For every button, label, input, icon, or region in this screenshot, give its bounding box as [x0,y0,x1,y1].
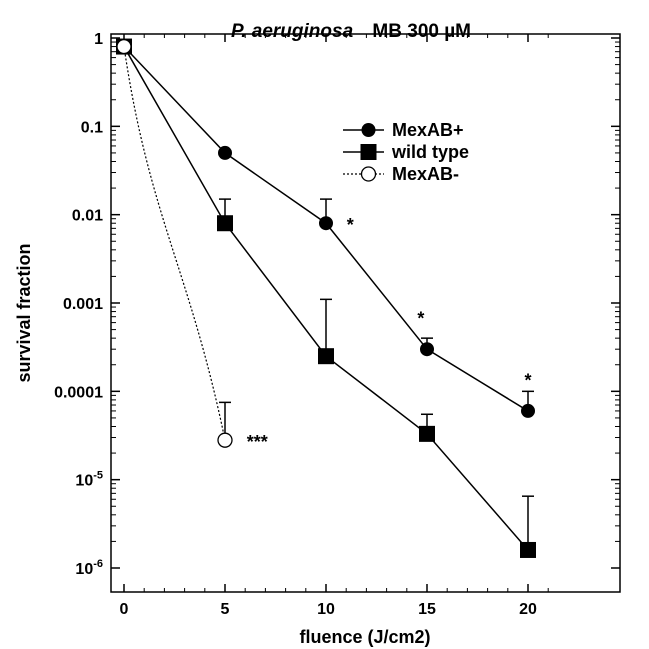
series-mexab- [117,39,535,418]
data-point-circle [218,145,232,160]
x-axis-ticks: 0 5 10 15 20 [120,34,549,618]
data-point-square [318,348,334,365]
legend-label: MexAB+ [392,120,464,140]
significance-marker: *** [247,432,268,452]
x-axis-label: fluence (J/cm2) [299,627,430,647]
data-point-square [217,215,233,232]
series-layer [116,38,536,558]
series-wild-type [116,38,536,558]
data-point-open-circle [217,432,233,448]
legend-label: MexAB- [392,164,459,184]
plot-frame [110,33,621,593]
x-tick-label: 15 [418,601,436,618]
x-tick-label: 0 [120,601,129,618]
chart-title-species: P. aeruginosa [231,21,354,42]
legend-marker-square [360,144,377,160]
x-tick-label: 10 [317,601,335,618]
y-axis-label: survival fraction [14,243,34,382]
y-tick-label: 10-6 [75,558,103,578]
y-tick-label: 0.001 [63,296,103,313]
significance-annotations: ****** [247,215,532,452]
data-point-open-circle [116,38,132,55]
y-tick-label: 0.0001 [54,384,103,401]
y-tick-label: 0.1 [81,119,103,136]
legend-label: wild type [391,142,469,162]
legend-marker-open-circle [360,166,377,182]
legend-marker-circle [361,123,376,137]
x-tick-label: 20 [519,601,537,618]
significance-marker: * [524,370,531,390]
y-tick-label: 1 [94,31,103,48]
chart-title-condition: MB 300 µM [372,21,471,42]
series-line [123,46,529,551]
series-line [123,46,226,441]
data-point-circle [319,216,333,231]
y-tick-label: 10-5 [75,470,103,490]
y-axis-ticks: 1 0.1 0.01 0.001 0.0001 10-5 10-6 [54,31,620,578]
significance-marker: * [417,309,424,329]
data-point-circle [420,342,434,357]
y-tick-label: 0.01 [72,208,103,225]
x-tick-label: 5 [221,601,230,618]
chart-title: P. aeruginosa MB 300 µM [231,21,471,42]
significance-marker: * [347,215,354,235]
data-point-circle [521,403,535,418]
series-mexab- [116,38,233,448]
data-point-square [419,425,435,442]
data-point-square [520,541,536,558]
